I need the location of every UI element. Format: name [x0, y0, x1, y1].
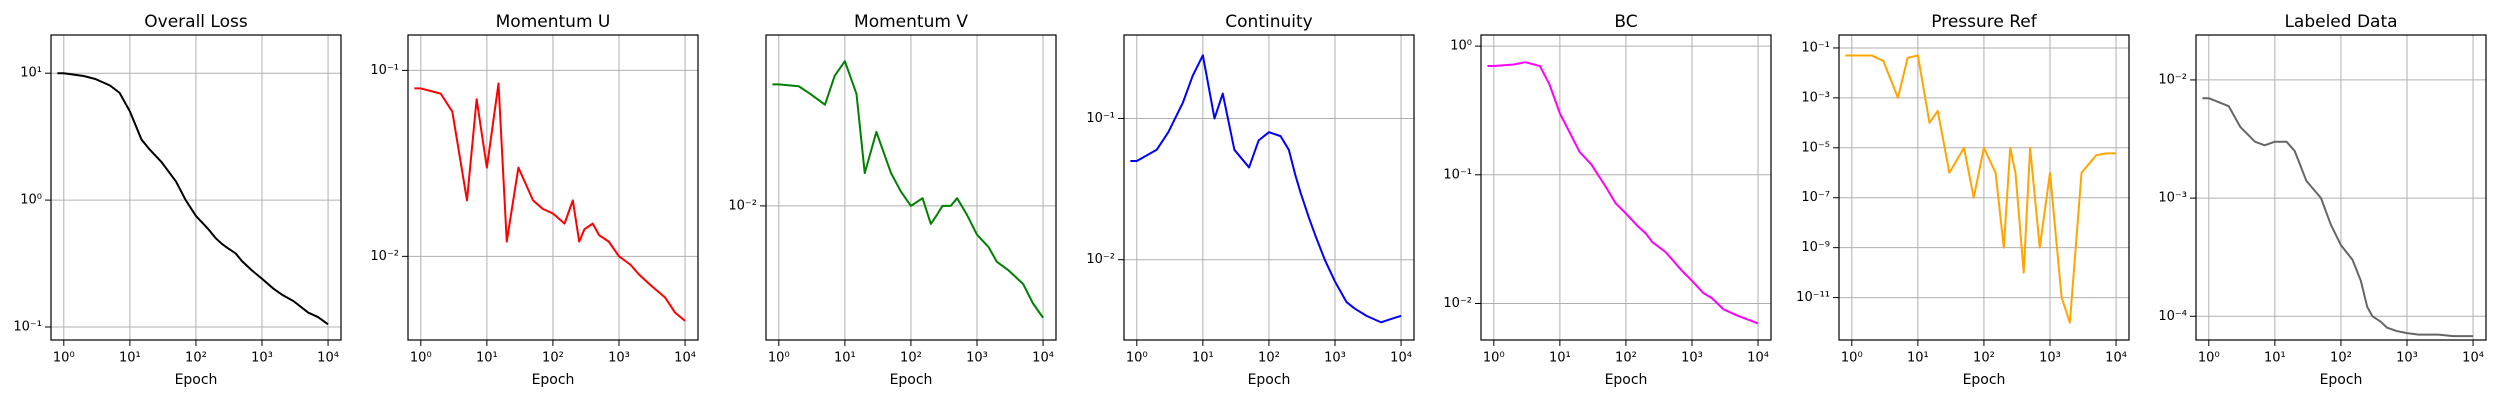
x-tick-label: 10⁰	[1841, 351, 1863, 366]
y-tick-label: 10⁻⁴	[2158, 309, 2187, 324]
y-tick-label: 10⁻⁵	[1801, 140, 1830, 155]
x-tick-label: 10³	[608, 351, 630, 366]
x-tick-label: 10⁴	[1747, 351, 1769, 366]
x-tick-label: 10²	[542, 351, 564, 366]
x-axis-label: Epoch	[175, 372, 218, 388]
x-tick-label: 10⁴	[317, 351, 339, 366]
x-tick-label: 10³	[1681, 351, 1703, 366]
loss-line	[1487, 61, 1759, 325]
plot-area	[1487, 61, 1759, 325]
x-tick-label: 10²	[1615, 351, 1637, 366]
x-tick-label: 10⁰	[53, 351, 75, 366]
y-tick-label: 10⁻²	[370, 249, 399, 264]
x-tick-label: 10²	[900, 351, 922, 366]
x-tick-label: 10³	[2039, 351, 2061, 366]
y-tick-label: 10⁻³	[2158, 191, 2187, 206]
plot-area	[772, 60, 1044, 319]
subplot: 10⁰ 10¹ 10² 10³ 10⁴ 10⁻¹ 10⁰ 10¹ Overall Loss Epo…	[13, 12, 342, 388]
x-tick-label: 10¹	[1907, 351, 1929, 366]
chart-title: BC	[1614, 12, 1637, 32]
y-tick-label: 10⁻¹¹	[1796, 290, 1830, 305]
x-tick-label: 10⁴	[674, 351, 696, 366]
plot-area	[414, 82, 686, 322]
y-tick-label: 10⁰	[20, 193, 42, 208]
x-tick-label: 10⁴	[1390, 351, 1412, 366]
axes-frame	[50, 34, 342, 341]
subplot: 10⁰ 10¹ 10² 10³ 10⁴ 10⁻² 10⁻¹ Continuity Epoch	[1086, 12, 1415, 388]
x-tick-label: 10⁰	[2198, 351, 2220, 366]
axes-frame	[1480, 34, 1772, 341]
plot-area	[2202, 97, 2474, 338]
chart-title: Overall Loss	[144, 12, 248, 32]
x-tick-label: 10⁴	[2105, 351, 2127, 366]
axes-frame	[1123, 34, 1415, 341]
y-tick-label: 10⁻³	[1801, 90, 1830, 105]
y-tick-label: 10¹	[20, 66, 42, 81]
y-tick-label: 10⁻¹	[1801, 40, 1830, 55]
axes-frame	[407, 34, 699, 341]
x-tick-label: 10²	[185, 351, 207, 366]
plot-area	[1130, 54, 1402, 324]
chart-title: Labeled Data	[2284, 12, 2397, 32]
y-tick-label: 10⁻¹	[1443, 167, 1472, 182]
y-tick-label: 10⁻⁷	[1801, 190, 1830, 205]
x-tick-label: 10⁰	[1483, 351, 1505, 366]
loss-line	[57, 72, 329, 326]
axes-frame	[2195, 34, 2487, 341]
y-tick-label: 10⁻²	[1443, 296, 1472, 311]
loss-line	[772, 60, 1044, 319]
x-tick-label: 10³	[966, 351, 988, 366]
x-tick-label: 10⁰	[768, 351, 790, 366]
subplot: 10⁰ 10¹ 10² 10³ 10⁴ 10⁻² 10⁻¹ Momentum U Epoch	[370, 12, 699, 388]
x-tick-label: 10³	[1324, 351, 1346, 366]
chart-title: Continuity	[1225, 12, 1312, 32]
y-tick-label: 10⁻¹	[1086, 111, 1115, 126]
subplot: 10⁰ 10¹ 10² 10³ 10⁴ 10⁻¹¹ 10⁻⁹ 10⁻⁷ 10⁻⁵ 10⁻³ 10⁻¹…	[1796, 12, 2130, 388]
loss-line	[2202, 97, 2474, 338]
subplot: 10⁰ 10¹ 10² 10³ 10⁴ 10⁻⁴ 10⁻³ 10⁻² Labeled Data E…	[2158, 12, 2487, 388]
x-tick-label: 10³	[251, 351, 273, 366]
x-axis-label: Epoch	[532, 372, 575, 388]
x-tick-label: 10¹	[119, 351, 141, 366]
x-tick-label: 10¹	[834, 351, 856, 366]
y-tick-label: 10⁻¹	[13, 320, 42, 335]
x-tick-label: 10¹	[1192, 351, 1214, 366]
x-tick-label: 10²	[2330, 351, 2352, 366]
x-tick-label: 10¹	[2264, 351, 2286, 366]
axes-frame	[765, 34, 1057, 341]
plot-area	[1845, 54, 2117, 324]
x-tick-label: 10¹	[1549, 351, 1571, 366]
x-axis-label: Epoch	[890, 372, 933, 388]
chart-title: Momentum V	[854, 12, 968, 32]
x-tick-label: 10¹	[476, 351, 498, 366]
x-axis-label: Epoch	[2320, 372, 2363, 388]
y-tick-label: 10⁻²	[2158, 72, 2187, 87]
subplot: 10⁰ 10¹ 10² 10³ 10⁴ 10⁻² 10⁻¹ 10⁰ BC Epoch	[1443, 12, 1772, 388]
x-tick-label: 10⁰	[410, 351, 432, 366]
x-tick-label: 10⁰	[1126, 351, 1148, 366]
x-tick-label: 10³	[2396, 351, 2418, 366]
y-tick-label: 10⁻¹	[370, 63, 399, 78]
loss-line	[1130, 54, 1402, 324]
y-tick-label: 10⁻⁹	[1801, 240, 1830, 255]
chart-title: Momentum U	[496, 12, 611, 32]
loss-line	[1845, 54, 2117, 324]
x-tick-label: 10⁴	[1032, 351, 1054, 366]
axes-frame	[1838, 34, 2130, 341]
x-tick-label: 10⁴	[2462, 351, 2484, 366]
y-tick-label: 10⁻²	[728, 198, 757, 213]
x-axis-label: Epoch	[1605, 372, 1648, 388]
loss-line	[414, 82, 686, 322]
x-axis-label: Epoch	[1963, 372, 2006, 388]
x-tick-label: 10²	[1258, 351, 1280, 366]
y-tick-label: 10⁻²	[1086, 252, 1115, 267]
chart-title: Pressure Ref	[1931, 12, 2038, 32]
x-axis-label: Epoch	[1248, 372, 1291, 388]
x-tick-label: 10²	[1973, 351, 1995, 366]
subplot: 10⁰ 10¹ 10² 10³ 10⁴ 10⁻² Momentum V Epoch	[728, 12, 1057, 388]
plot-area	[57, 72, 329, 326]
y-tick-label: 10⁰	[1450, 39, 1472, 54]
